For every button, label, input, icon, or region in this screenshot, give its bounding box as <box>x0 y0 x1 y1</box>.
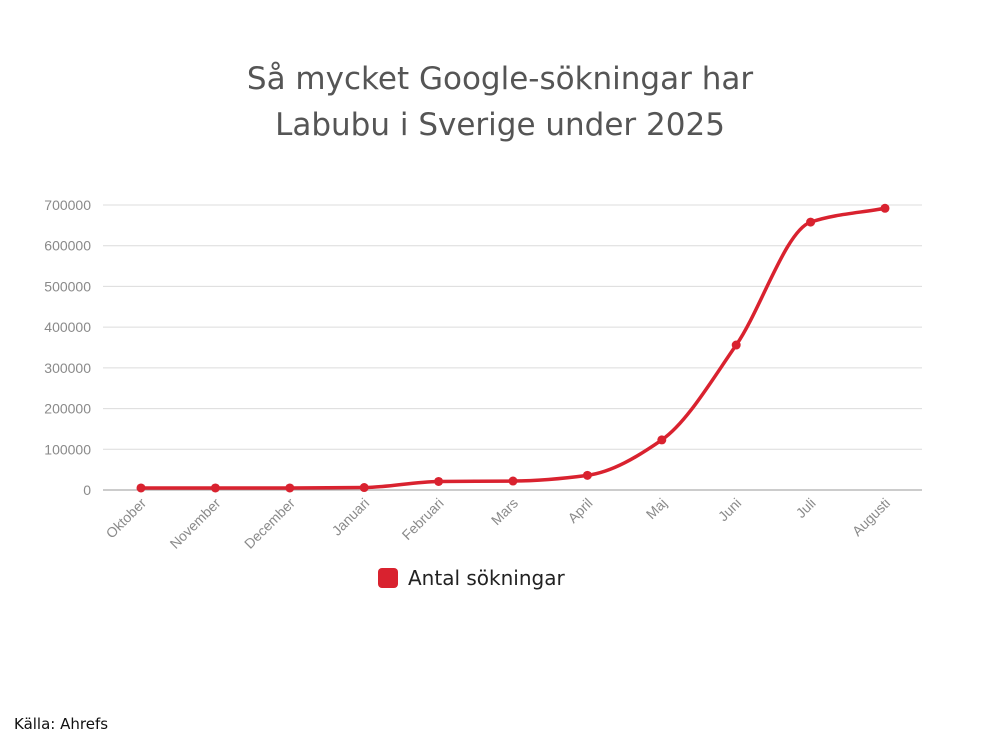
x-tick-label: Augusti <box>849 495 893 539</box>
y-tick-label: 100000 <box>44 441 91 457</box>
legend-label: Antal sökningar <box>408 566 565 590</box>
chart-title: Så mycket Google-sökningar har Labubu i … <box>0 56 1000 148</box>
x-tick-label: Juli <box>793 495 819 521</box>
data-point-april <box>582 470 592 480</box>
y-tick-label: 600000 <box>44 238 91 254</box>
x-tick-label: Mars <box>488 495 521 528</box>
x-tick-label: Januari <box>329 495 373 539</box>
data-point-november <box>210 483 220 493</box>
x-tick-label: Oktober <box>103 495 150 542</box>
x-tick-label: Maj <box>643 495 670 522</box>
x-tick-label: Juni <box>715 495 744 524</box>
x-tick-label: November <box>167 495 224 552</box>
y-axis-tick-labels: 0 100000 200000 300000 400000 500000 600000 700… <box>44 197 91 498</box>
gridlines <box>103 204 922 491</box>
data-point-februari <box>434 476 444 486</box>
source-note: Källa: Ahrefs <box>14 715 109 733</box>
y-tick-label: 0 <box>83 482 91 498</box>
data-point-december <box>285 483 295 493</box>
y-tick-label: 400000 <box>44 319 91 335</box>
y-tick-label: 200000 <box>44 401 91 417</box>
x-tick-label: December <box>241 495 298 552</box>
data-point-juni <box>731 340 741 350</box>
chart-title-line2: Labubu i Sverige under 2025 <box>275 107 725 143</box>
series-antal-sokningar <box>136 203 890 493</box>
y-tick-label: 700000 <box>44 197 91 213</box>
data-point-oktober <box>136 483 146 493</box>
data-point-januari <box>359 483 369 493</box>
legend-swatch <box>378 568 398 588</box>
data-point-maj <box>657 435 667 445</box>
series-line <box>139 206 887 490</box>
x-axis-tick-labels: Oktober November December Januari Februari Ma… <box>103 495 894 552</box>
x-tick-label: Februari <box>399 495 447 543</box>
y-tick-label: 300000 <box>44 360 91 376</box>
data-point-mars <box>508 476 518 486</box>
y-tick-label: 500000 <box>44 278 91 294</box>
data-point-augusti <box>880 203 890 213</box>
legend: Antal sökningar <box>378 565 565 591</box>
data-point-juli <box>806 217 816 227</box>
chart-title-line1: Så mycket Google-sökningar har <box>246 61 754 97</box>
x-tick-label: April <box>564 495 595 526</box>
